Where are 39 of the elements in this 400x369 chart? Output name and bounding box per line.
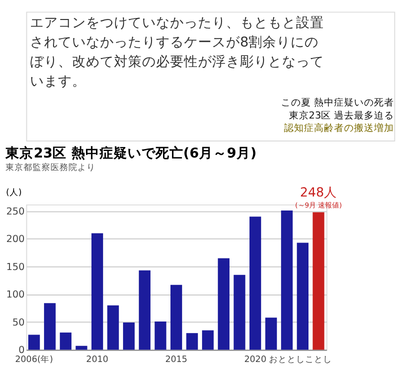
- text: 認知症高齢者の搬送増加: [284, 122, 394, 134]
- y-tick-label: 250: [6, 206, 25, 218]
- chart-subtitle: 東京都監察医務院より: [6, 162, 96, 173]
- y-tick-label: 50: [12, 317, 25, 328]
- x-tick-label: 2015: [165, 354, 188, 365]
- text: 東京23区 過去最多迫る: [288, 109, 394, 122]
- bar: [265, 318, 277, 350]
- bar: [44, 303, 56, 350]
- bar: [186, 333, 198, 350]
- bar: [249, 216, 262, 350]
- bar: [218, 258, 230, 350]
- text: エアコンをつけていなかったり、もともと設置されていなかったりするケースが8割余りにのぼり、改めて対策の必要性が浮き彫りとなっています。: [30, 15, 324, 90]
- text: この夏 熱中症疑いの死者: [281, 96, 394, 109]
- data-label: 248人: [300, 184, 337, 200]
- y-tick-label: 0: [18, 345, 25, 356]
- bar: [91, 233, 104, 350]
- x-tick-label: おととし: [268, 354, 305, 365]
- bar: [107, 305, 119, 350]
- bar: [154, 321, 166, 350]
- y-tick-label: 200: [6, 234, 25, 246]
- x-tick-label: ことし: [304, 354, 332, 365]
- chart-title: 東京23区 熱中症疑いで死亡(6月～9月): [4, 144, 257, 162]
- y-tick-label: 150: [6, 262, 25, 273]
- x-tick-label: 2010: [86, 354, 108, 365]
- y-tick-label: 100: [6, 290, 25, 301]
- bar: [234, 274, 246, 350]
- bar: [170, 284, 182, 350]
- bar: [312, 212, 324, 350]
- bar: [281, 210, 293, 350]
- bar: [138, 270, 150, 350]
- bar: [202, 330, 214, 350]
- x-tick-label: 2006(年): [15, 354, 54, 365]
- bar: [76, 346, 88, 350]
- bar: [123, 322, 135, 350]
- x-tick-label: 2020: [244, 354, 266, 365]
- bar: [28, 334, 40, 350]
- y-axis-title: (人): [6, 187, 22, 198]
- bar: [60, 332, 72, 350]
- bar: [296, 242, 308, 350]
